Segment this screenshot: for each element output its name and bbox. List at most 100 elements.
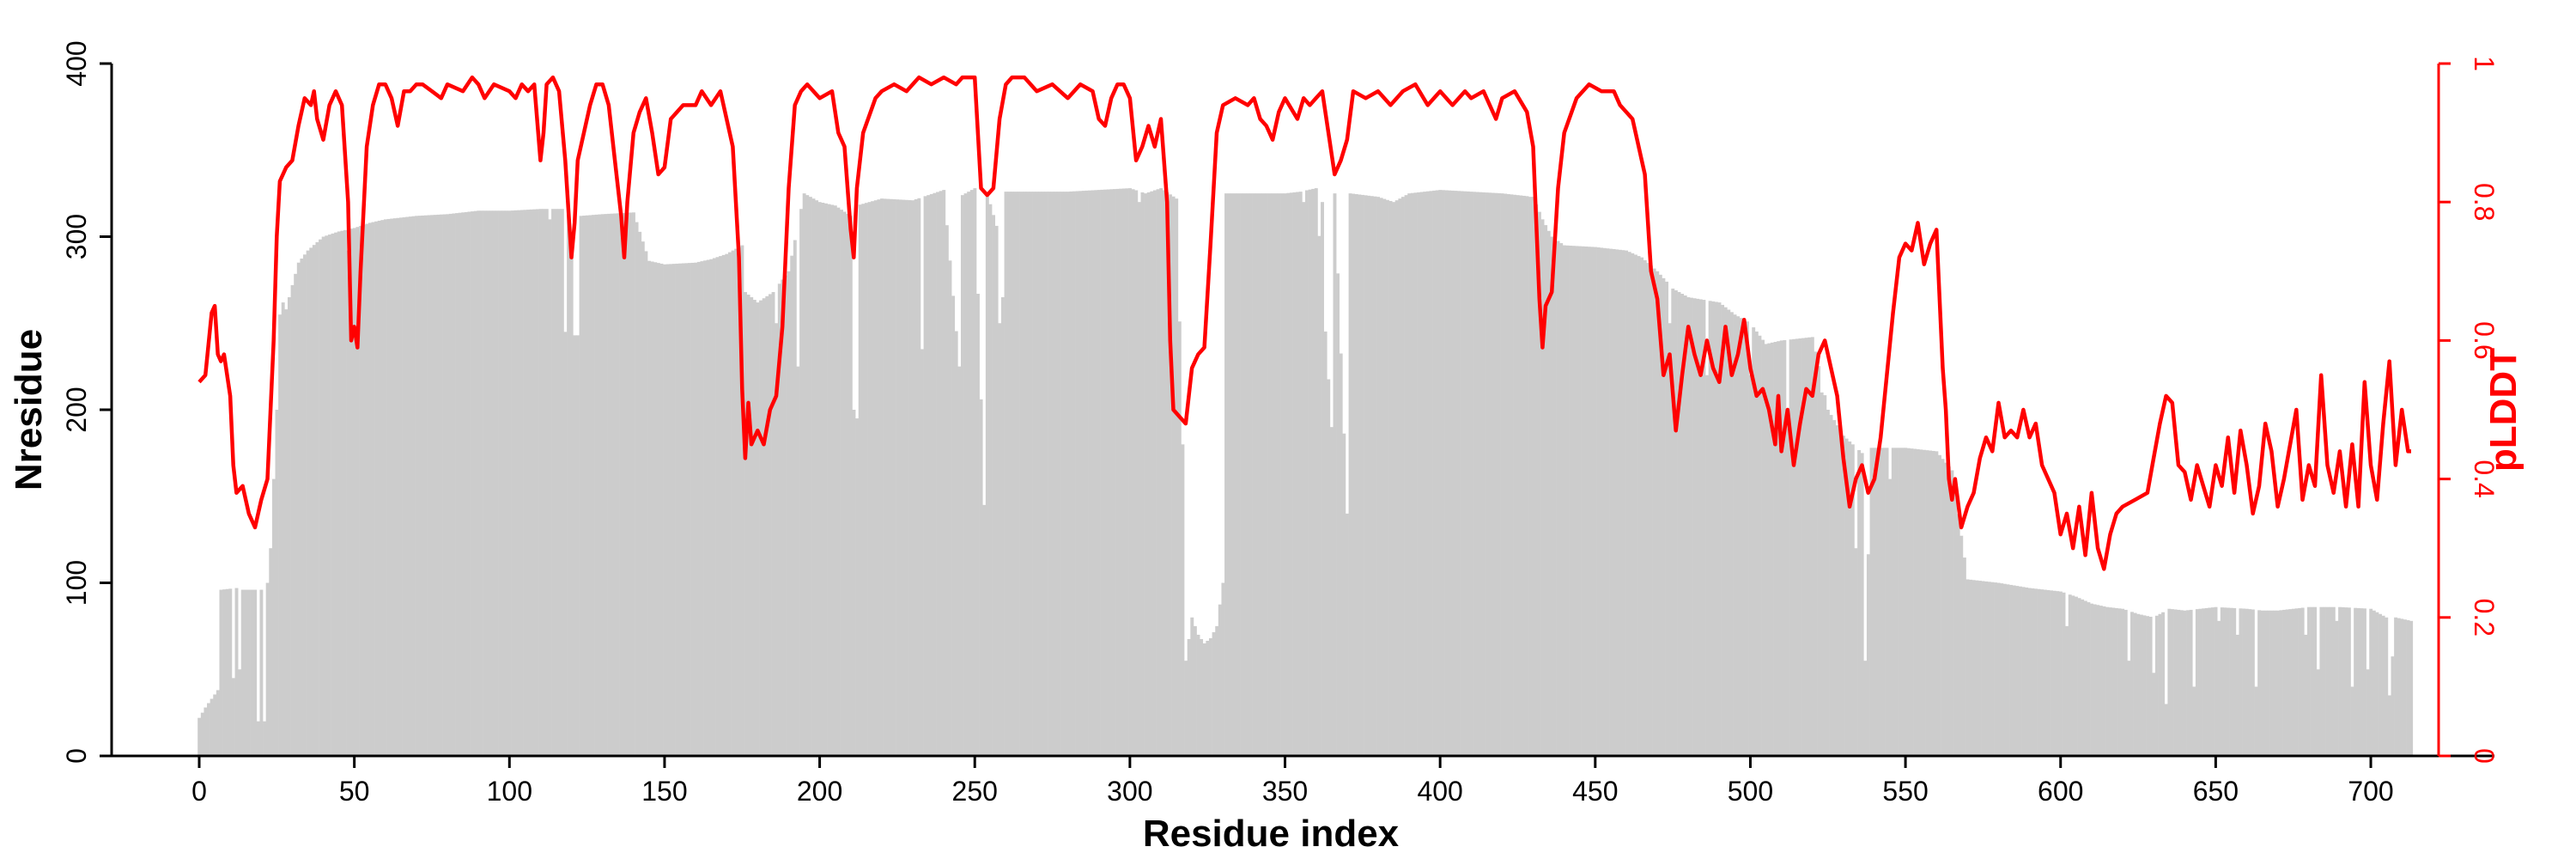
- nresidue-bar: [1373, 196, 1377, 756]
- nresidue-bar: [303, 254, 307, 756]
- x-tick-label: 550: [1882, 776, 1928, 807]
- nresidue-bar: [1000, 297, 1005, 756]
- nresidue-bar: [2282, 609, 2286, 756]
- nresidue-bar: [765, 295, 769, 756]
- nresidue-bar: [1038, 192, 1042, 757]
- nresidue-bar: [1200, 638, 1204, 756]
- y-right-tick-label: 0.6: [2469, 321, 2500, 359]
- nresidue-bar: [234, 588, 239, 756]
- nresidue-bar: [1367, 195, 1371, 756]
- nresidue-bar: [712, 258, 716, 756]
- nresidue-bar: [483, 210, 487, 756]
- nresidue-bar: [706, 259, 710, 756]
- nresidue-bar: [1063, 192, 1067, 757]
- nresidue-bar: [1516, 195, 1520, 756]
- nresidue-bar: [675, 263, 679, 756]
- nresidue-bar: [1017, 192, 1020, 757]
- nresidue-bar: [256, 721, 260, 756]
- nresidue-bar: [2341, 606, 2345, 756]
- nresidue-bar: [1140, 192, 1145, 757]
- nresidue-bar: [1394, 200, 1399, 756]
- nresidue-bar: [852, 410, 856, 756]
- nresidue-bar: [1209, 637, 1212, 756]
- nresidue-bar: [2009, 584, 2014, 756]
- x-tick-label: 500: [1728, 776, 1773, 807]
- nresidue-bar: [1854, 548, 1858, 756]
- nresidue-bar: [811, 198, 816, 757]
- nresidue-bar: [1717, 302, 1722, 756]
- nresidue-bar: [1662, 277, 1666, 756]
- nresidue-bar: [2220, 607, 2224, 756]
- x-tick-label: 650: [2193, 776, 2239, 807]
- nresidue-bar: [2245, 608, 2249, 756]
- nresidue-bar: [842, 211, 847, 757]
- nresidue-bar: [1249, 193, 1253, 757]
- nresidue-bar: [560, 209, 564, 756]
- nresidue-bar: [1364, 195, 1368, 757]
- nresidue-bar: [2052, 590, 2057, 756]
- nresidue-bar: [1531, 197, 1535, 756]
- nresidue-bar: [2306, 606, 2311, 756]
- nresidue-bar: [688, 263, 691, 756]
- nresidue-bar: [775, 323, 779, 756]
- nresidue-bar: [1023, 192, 1027, 757]
- nresidue-bar: [296, 262, 301, 757]
- nresidue-bar: [1119, 188, 1123, 756]
- nresidue-bar: [1258, 193, 1262, 757]
- nresidue-bar: [2021, 587, 2026, 756]
- nresidue-bar: [343, 229, 347, 757]
- nresidue-bar: [250, 589, 254, 756]
- nresidue-bar: [1327, 379, 1331, 756]
- nresidue-bar: [1296, 192, 1300, 756]
- nresidue-bar: [2136, 613, 2141, 756]
- nresidue-bar: [671, 264, 676, 756]
- nresidue-bar: [815, 200, 819, 756]
- nresidue-bar: [1590, 247, 1595, 756]
- nresidue-bar: [1298, 192, 1303, 757]
- nresidue-bar: [2012, 585, 2016, 756]
- nresidue-bar: [1723, 307, 1728, 757]
- nresidue-bar: [1990, 582, 1995, 756]
- nresidue-bar: [501, 210, 506, 756]
- nresidue-bar: [1150, 191, 1154, 756]
- nresidue-bar: [1513, 194, 1516, 757]
- y-right-tick-label: 0.2: [2469, 599, 2500, 637]
- nresidue-bar: [746, 295, 750, 756]
- nresidue-bar: [325, 235, 329, 756]
- nresidue-bar: [1457, 191, 1461, 757]
- nresidue-bar: [1494, 192, 1498, 757]
- nresidue-bar: [638, 231, 642, 756]
- nresidue-bar: [315, 241, 319, 756]
- nresidue-bar: [1175, 198, 1179, 757]
- nresidue-bar: [1240, 193, 1244, 757]
- nresidue-bar: [557, 209, 562, 756]
- nresidue-bar: [1754, 331, 1759, 756]
- nresidue-bar: [2239, 608, 2243, 756]
- nresidue-bar: [446, 214, 450, 756]
- nresidue-bar: [423, 215, 428, 757]
- nresidue-bar: [864, 203, 868, 756]
- nresidue-bar: [473, 210, 477, 756]
- nresidue-bar: [2015, 586, 2020, 756]
- nresidue-bar: [604, 214, 608, 757]
- nresidue-bar: [1618, 249, 1622, 756]
- nresidue-bar: [892, 198, 896, 757]
- nresidue-bar: [1413, 192, 1418, 756]
- nresidue-bar: [700, 261, 704, 756]
- y-left-tick-label: 0: [61, 748, 92, 764]
- nresidue-bar: [821, 203, 825, 756]
- nresidue-bar: [2133, 612, 2137, 756]
- nresidue-bar: [665, 264, 670, 756]
- nresidue-bar: [359, 226, 362, 756]
- nresidue-bar: [629, 212, 633, 757]
- nresidue-bar: [1702, 300, 1706, 756]
- nresidue-bar: [433, 215, 437, 757]
- nresidue-bar: [390, 218, 394, 757]
- nresidue-bar: [1488, 192, 1492, 756]
- nresidue-bar: [750, 297, 754, 756]
- nresidue-bar: [923, 196, 927, 757]
- nresidue-bar: [2002, 583, 2007, 756]
- nresidue-bar: [1633, 254, 1637, 757]
- nresidue-bar: [2198, 608, 2202, 756]
